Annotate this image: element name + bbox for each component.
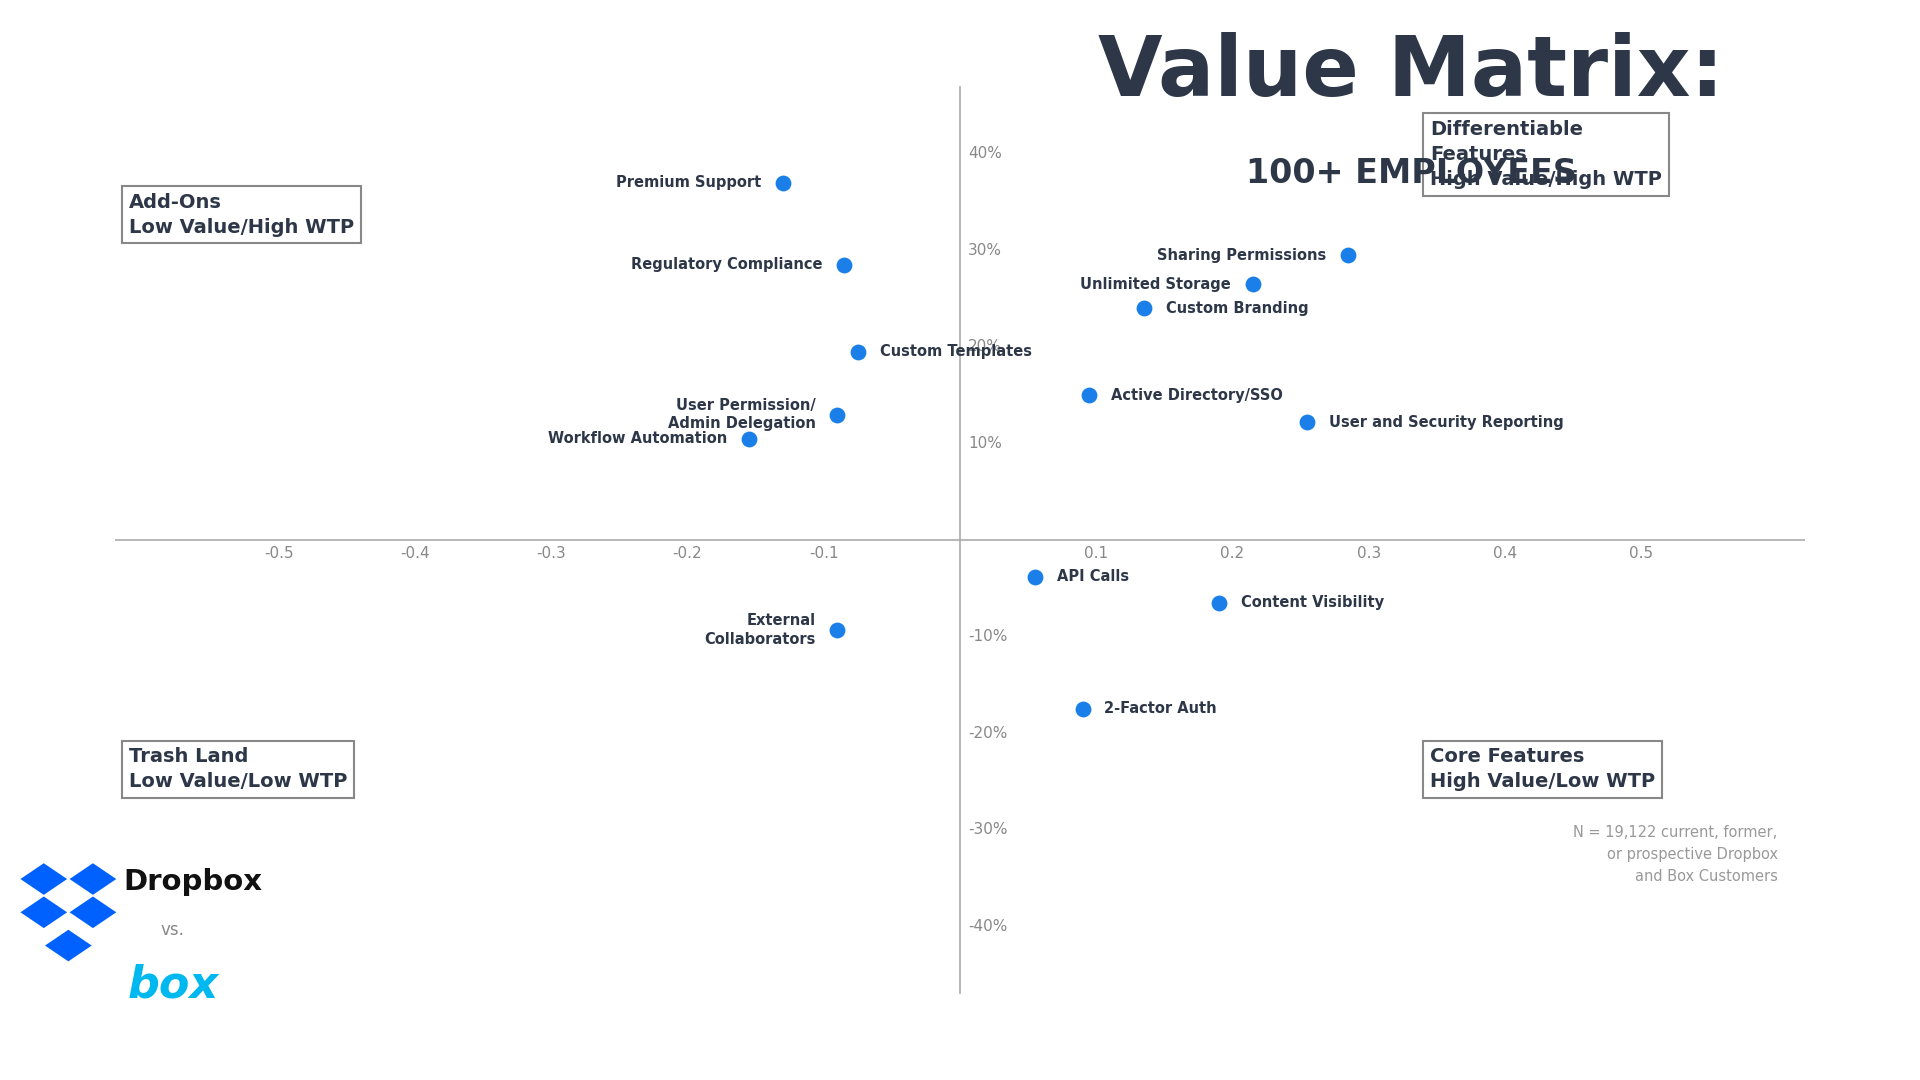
Text: -20%: -20% (968, 726, 1008, 741)
Point (1129, 300, 1160, 318)
Point (768, 174, 799, 191)
Text: Add-Ons
Low Value/High WTP: Add-Ons Low Value/High WTP (129, 192, 353, 237)
Text: Sharing Permissions: Sharing Permissions (1158, 247, 1327, 262)
Point (733, 430, 764, 447)
Text: Core Features
High Value/Low WTP: Core Features High Value/Low WTP (1430, 747, 1655, 792)
Point (1020, 568, 1050, 585)
Text: -0.4: -0.4 (399, 545, 430, 561)
Text: Premium Support: Premium Support (616, 175, 760, 190)
Text: 20%: 20% (968, 339, 1002, 354)
Text: Unlimited Storage: Unlimited Storage (1081, 276, 1231, 292)
Point (1292, 414, 1323, 431)
Text: Regulatory Compliance: Regulatory Compliance (632, 257, 822, 272)
Polygon shape (69, 863, 117, 895)
Text: vs.: vs. (161, 921, 184, 939)
Text: Trash Land
Low Value/Low WTP: Trash Land Low Value/Low WTP (129, 747, 348, 792)
Text: 0.1: 0.1 (1085, 545, 1108, 561)
Text: -0.2: -0.2 (672, 545, 703, 561)
Text: -30%: -30% (968, 822, 1008, 837)
Text: box: box (127, 963, 219, 1007)
Text: Active Directory/SSO: Active Directory/SSO (1112, 388, 1283, 403)
Text: -0.3: -0.3 (536, 545, 566, 561)
Text: Workflow Automation: Workflow Automation (547, 431, 728, 446)
Point (1238, 275, 1269, 293)
Text: API Calls: API Calls (1056, 569, 1129, 584)
Text: 0.3: 0.3 (1357, 545, 1380, 561)
Point (1068, 700, 1098, 717)
Text: 40%: 40% (968, 147, 1002, 161)
Polygon shape (21, 863, 67, 895)
Text: -40%: -40% (968, 919, 1008, 933)
Point (1332, 246, 1363, 264)
Polygon shape (69, 896, 117, 928)
Text: Custom Branding: Custom Branding (1165, 301, 1308, 315)
Text: External
Collaborators: External Collaborators (705, 613, 816, 647)
Text: Value Matrix:: Value Matrix: (1098, 32, 1724, 113)
Polygon shape (21, 896, 67, 928)
Point (843, 343, 874, 361)
Point (1204, 594, 1235, 611)
Text: 10%: 10% (968, 436, 1002, 451)
Text: 30%: 30% (968, 243, 1002, 258)
Text: 0.2: 0.2 (1221, 545, 1244, 561)
Text: Differentiable
Features
High Value/High WTP: Differentiable Features High Value/High … (1430, 120, 1663, 189)
Point (829, 256, 860, 273)
Text: N = 19,122 current, former,
or prospective Dropbox
and Box Customers: N = 19,122 current, former, or prospecti… (1572, 825, 1778, 885)
Text: -10%: -10% (968, 629, 1008, 644)
Text: 0.5: 0.5 (1630, 545, 1653, 561)
Text: 2-Factor Auth: 2-Factor Auth (1104, 701, 1217, 716)
Text: User and Security Reporting: User and Security Reporting (1329, 415, 1565, 430)
Polygon shape (44, 930, 92, 961)
Text: User Permission/
Admin Delegation: User Permission/ Admin Delegation (668, 397, 816, 431)
Text: 100+ EMPLOYEES: 100+ EMPLOYEES (1246, 157, 1576, 190)
Text: -0.5: -0.5 (263, 545, 294, 561)
Point (822, 406, 852, 423)
Point (1073, 387, 1104, 404)
Text: 0.4: 0.4 (1494, 545, 1517, 561)
Text: Dropbox: Dropbox (123, 868, 263, 896)
Text: Content Visibility: Content Visibility (1240, 595, 1384, 610)
Point (822, 621, 852, 638)
Text: Custom Templates: Custom Templates (879, 345, 1031, 360)
Text: -0.1: -0.1 (808, 545, 839, 561)
